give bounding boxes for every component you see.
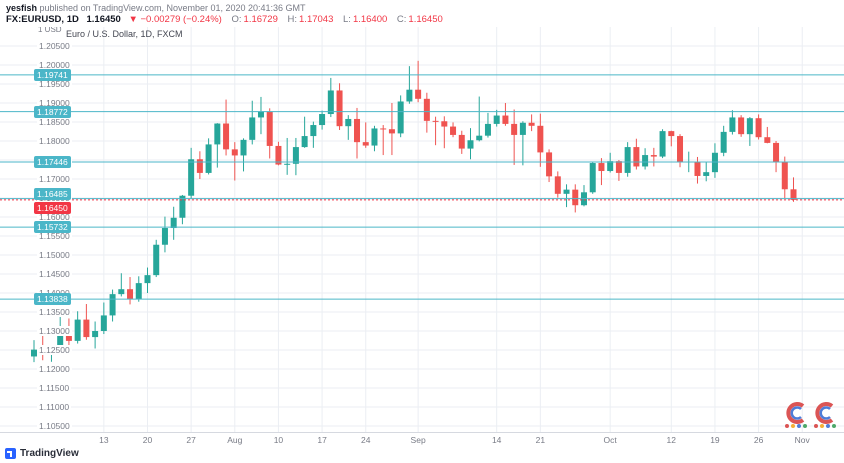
c-badge-icon [785,402,807,428]
time-axis-label: Aug [227,435,243,445]
y-axis-label: 1.19500 [37,79,72,89]
level-price-label: 1.18772 [34,105,71,118]
low-label: L: [343,14,351,25]
y-axis-label: 1.12000 [37,364,72,374]
level-price-label: 1.13838 [34,293,71,306]
price-change: ▼ −0.00279 (−0.24%) [128,14,222,25]
time-axis-label: 14 [491,435,502,445]
tradingview-brand-link[interactable]: TradingView [5,448,79,459]
y-axis-label: 1.14000 [37,288,72,298]
scale-unit-label: 1 USD [38,25,62,34]
publish-info: published on TradingView.com, November 0… [37,3,306,13]
high-value: 1.17043 [299,14,334,25]
time-axis-label: 20 [142,435,153,445]
y-axis-label: 1.10500 [37,421,72,431]
chart-legend: Euro / U.S. Dollar, 1D, FXCM [66,29,183,39]
symbol-name: FX:EURUSD, 1D [6,14,79,25]
high-label: H: [287,14,298,25]
close-value: 1.16450 [408,14,443,25]
time-axis-label: 13 [99,435,109,445]
quote-line: FX:EURUSD, 1D 1.16450 ▼ −0.00279 (−0.24%… [6,14,443,25]
header: yesfish published on TradingView.com, No… [0,0,844,27]
level-price-label: 1.17446 [34,156,71,169]
level-price-label: 1.19741 [34,68,71,81]
tradingview-brand-text: TradingView [20,448,79,459]
time-axis-label: Sep [410,435,426,445]
y-axis-label: 1.18000 [37,136,72,146]
time-axis-label: 12 [666,435,677,445]
y-axis-label: 1.16000 [37,212,72,222]
time-axis-label: 21 [535,435,546,445]
y-axis-label: 1.19000 [37,98,72,108]
open-value: 1.16729 [243,14,278,25]
time-axis-label: 19 [710,435,720,445]
y-axis-label: 1.11000 [37,402,72,412]
y-axis-label: 1.13500 [37,307,72,317]
y-axis-label: 1.13000 [37,326,72,336]
y-axis-label: 1.15000 [37,250,72,260]
time-axis-label: 27 [186,435,196,445]
y-axis-label: 1.20500 [37,41,72,51]
last-price-label: 1.16450 [34,201,71,214]
time-axis-label: Nov [794,435,810,445]
y-axis-label: 1.17000 [37,174,72,184]
time-axis-label: Oct [603,435,617,445]
tradingview-logo-icon [5,448,16,459]
publish-line: yesfish published on TradingView.com, No… [6,3,306,13]
y-axis-label: 1.15500 [37,231,72,241]
level-price-label: 1.16485 [34,187,71,200]
y-axis-label: 1.12500 [37,345,72,355]
close-label: C: [396,14,407,25]
y-axis-label: 1.11500 [37,383,72,393]
time-axis-label: 24 [361,435,371,445]
y-axis-label: 1.18500 [37,117,72,127]
level-price-label: 1.15732 [34,221,71,234]
footer: TradingView [0,447,844,463]
time-axis-label: 17 [317,435,327,445]
c-badge-icon [814,402,836,428]
author-name: yesfish [6,3,38,13]
watermark [783,399,838,429]
low-value: 1.16400 [352,14,388,25]
open-label: O: [231,14,242,25]
last-price: 1.16450 [86,14,121,25]
time-scale[interactable]: 13 20 27 Aug 10 17 24 Sep 14 21 Oct 12 19 26 Nov [0,432,844,448]
y-axis-label: 1.14500 [37,269,72,279]
time-axis-label: 26 [753,435,764,445]
y-axis-label: 1.20000 [37,60,72,70]
time-axis-label: 10 [273,435,284,445]
